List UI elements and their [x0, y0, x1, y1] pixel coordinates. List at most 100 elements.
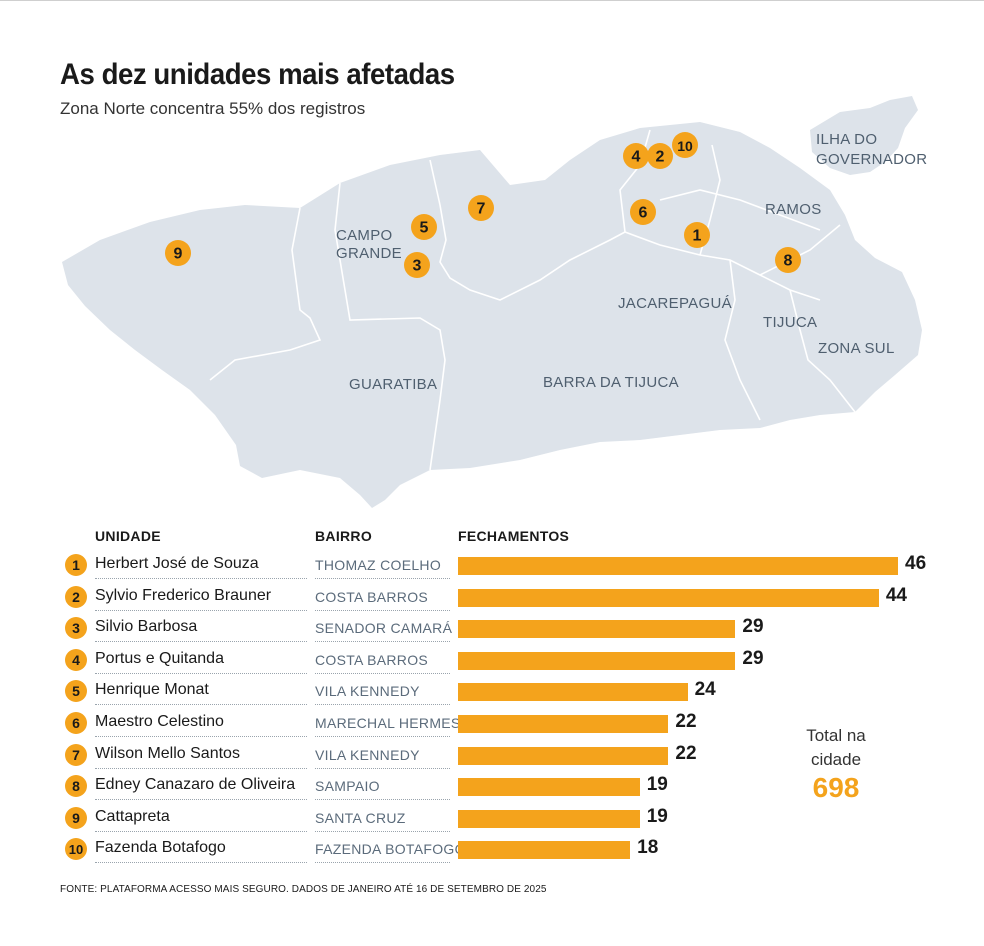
row-divider — [95, 768, 307, 769]
row-divider — [315, 736, 450, 737]
row-divider — [95, 610, 307, 611]
bar — [458, 715, 668, 733]
bar — [458, 557, 898, 575]
row-divider — [95, 673, 307, 674]
row-divider — [315, 831, 450, 832]
bar — [458, 747, 668, 765]
bar — [458, 683, 688, 701]
table-row: 10 Fazenda Botafogo FAZENDA BOTAFOGO 18 — [0, 834, 984, 865]
label-tijuca: TIJUCA — [763, 314, 817, 331]
table-row: 3 Silvio Barbosa SENADOR CAMARÁ 29 — [0, 613, 984, 644]
row-divider — [95, 641, 307, 642]
bar — [458, 652, 735, 670]
row-divider — [315, 641, 450, 642]
header-fechamentos: FECHAMENTOS — [458, 528, 569, 544]
map-pin-1: 1 — [684, 222, 710, 248]
map-pin-9: 9 — [165, 240, 191, 266]
unit-name: Fazenda Botafogo — [95, 839, 226, 857]
rank-badge: 4 — [65, 649, 87, 671]
unit-name: Sylvio Frederico Brauner — [95, 587, 271, 605]
bar-value-label: 19 — [647, 774, 668, 796]
pin-label-1: 1 — [693, 228, 702, 245]
row-divider — [315, 862, 450, 863]
pin-label-8: 8 — [784, 253, 793, 270]
unit-name: Portus e Quitanda — [95, 650, 224, 668]
rank-badge: 7 — [65, 744, 87, 766]
pin-label-4: 4 — [632, 149, 641, 166]
pin-label-10: 10 — [677, 138, 693, 154]
row-divider — [95, 862, 307, 863]
total-label-line1: Total na — [790, 724, 882, 748]
table-row: 9 Cattapreta SANTA CRUZ 19 — [0, 803, 984, 834]
bar-value-label: 29 — [742, 616, 763, 638]
bairro-name: THOMAZ COELHO — [315, 557, 441, 573]
bar — [458, 620, 735, 638]
header-unidade: UNIDADE — [95, 528, 161, 544]
bairro-name: VILA KENNEDY — [315, 683, 420, 699]
row-divider — [315, 704, 450, 705]
bairro-name: SENADOR CAMARÁ — [315, 620, 452, 636]
bar-value-label: 22 — [675, 711, 696, 733]
bairro-name: FAZENDA BOTAFOGO — [315, 841, 466, 857]
row-divider — [315, 799, 450, 800]
bar — [458, 810, 640, 828]
label-ilha-do-governador-2: GOVERNADOR — [816, 151, 927, 168]
label-jacarepagua: JACAREPAGUÁ — [618, 295, 732, 312]
rank-badge: 6 — [65, 712, 87, 734]
unit-name: Cattapreta — [95, 808, 170, 826]
table-row: 2 Sylvio Frederico Brauner COSTA BARROS 44 — [0, 582, 984, 613]
label-zona-sul: ZONA SUL — [818, 340, 895, 357]
unit-name: Silvio Barbosa — [95, 618, 197, 636]
bar-value-label: 22 — [675, 743, 696, 765]
label-campo-grande-1: CAMPO — [336, 227, 393, 244]
rank-badge: 1 — [65, 554, 87, 576]
bairro-name: SANTA CRUZ — [315, 810, 406, 826]
unit-name: Wilson Mello Santos — [95, 745, 240, 763]
map-pin-2: 2 — [647, 143, 673, 169]
bar-value-label: 29 — [742, 648, 763, 670]
rank-badge: 9 — [65, 807, 87, 829]
pin-label-7: 7 — [477, 201, 486, 218]
label-barra-da-tijuca: BARRA DA TIJUCA — [543, 374, 679, 391]
bairro-name: MARECHAL HERMES — [315, 715, 461, 731]
bairro-name: COSTA BARROS — [315, 652, 428, 668]
row-divider — [315, 578, 450, 579]
bar — [458, 841, 630, 859]
row-divider — [95, 799, 307, 800]
bairro-name: COSTA BARROS — [315, 589, 428, 605]
map-pin-7: 7 — [468, 195, 494, 221]
row-divider — [95, 831, 307, 832]
total-label-line2: cidade — [790, 748, 882, 772]
rank-badge: 8 — [65, 775, 87, 797]
bar-value-label: 19 — [647, 806, 668, 828]
row-divider — [315, 673, 450, 674]
unit-name: Maestro Celestino — [95, 713, 224, 731]
bar-value-label: 44 — [886, 585, 907, 607]
map-pin-10: 10 — [672, 132, 698, 158]
unit-name: Edney Canazaro de Oliveira — [95, 776, 295, 794]
bar-value-label: 46 — [905, 553, 926, 575]
total-value: 698 — [790, 772, 882, 804]
rio-map: ILHA DO GOVERNADOR RAMOS CAMPO GRANDE JA… — [0, 0, 984, 520]
unit-name: Henrique Monat — [95, 681, 209, 699]
bar-value-label: 18 — [637, 837, 658, 859]
source-note: FONTE: PLATAFORMA ACESSO MAIS SEGURO. DA… — [60, 884, 547, 895]
row-divider — [95, 578, 307, 579]
label-ramos: RAMOS — [765, 201, 822, 218]
rank-badge: 2 — [65, 586, 87, 608]
unit-name: Herbert José de Souza — [95, 555, 259, 573]
bairro-name: VILA KENNEDY — [315, 747, 420, 763]
pin-label-5: 5 — [420, 220, 429, 237]
bar-value-label: 24 — [695, 679, 716, 701]
map-pin-4: 4 — [623, 143, 649, 169]
bar — [458, 589, 879, 607]
label-guaratiba: GUARATIBA — [349, 376, 437, 393]
pin-label-6: 6 — [639, 205, 648, 222]
map-pin-8: 8 — [775, 247, 801, 273]
pin-label-9: 9 — [174, 246, 183, 263]
header-bairro: BAIRRO — [315, 528, 372, 544]
row-divider — [95, 704, 307, 705]
map-pin-5: 5 — [411, 214, 437, 240]
bar — [458, 778, 640, 796]
rank-badge: 5 — [65, 680, 87, 702]
